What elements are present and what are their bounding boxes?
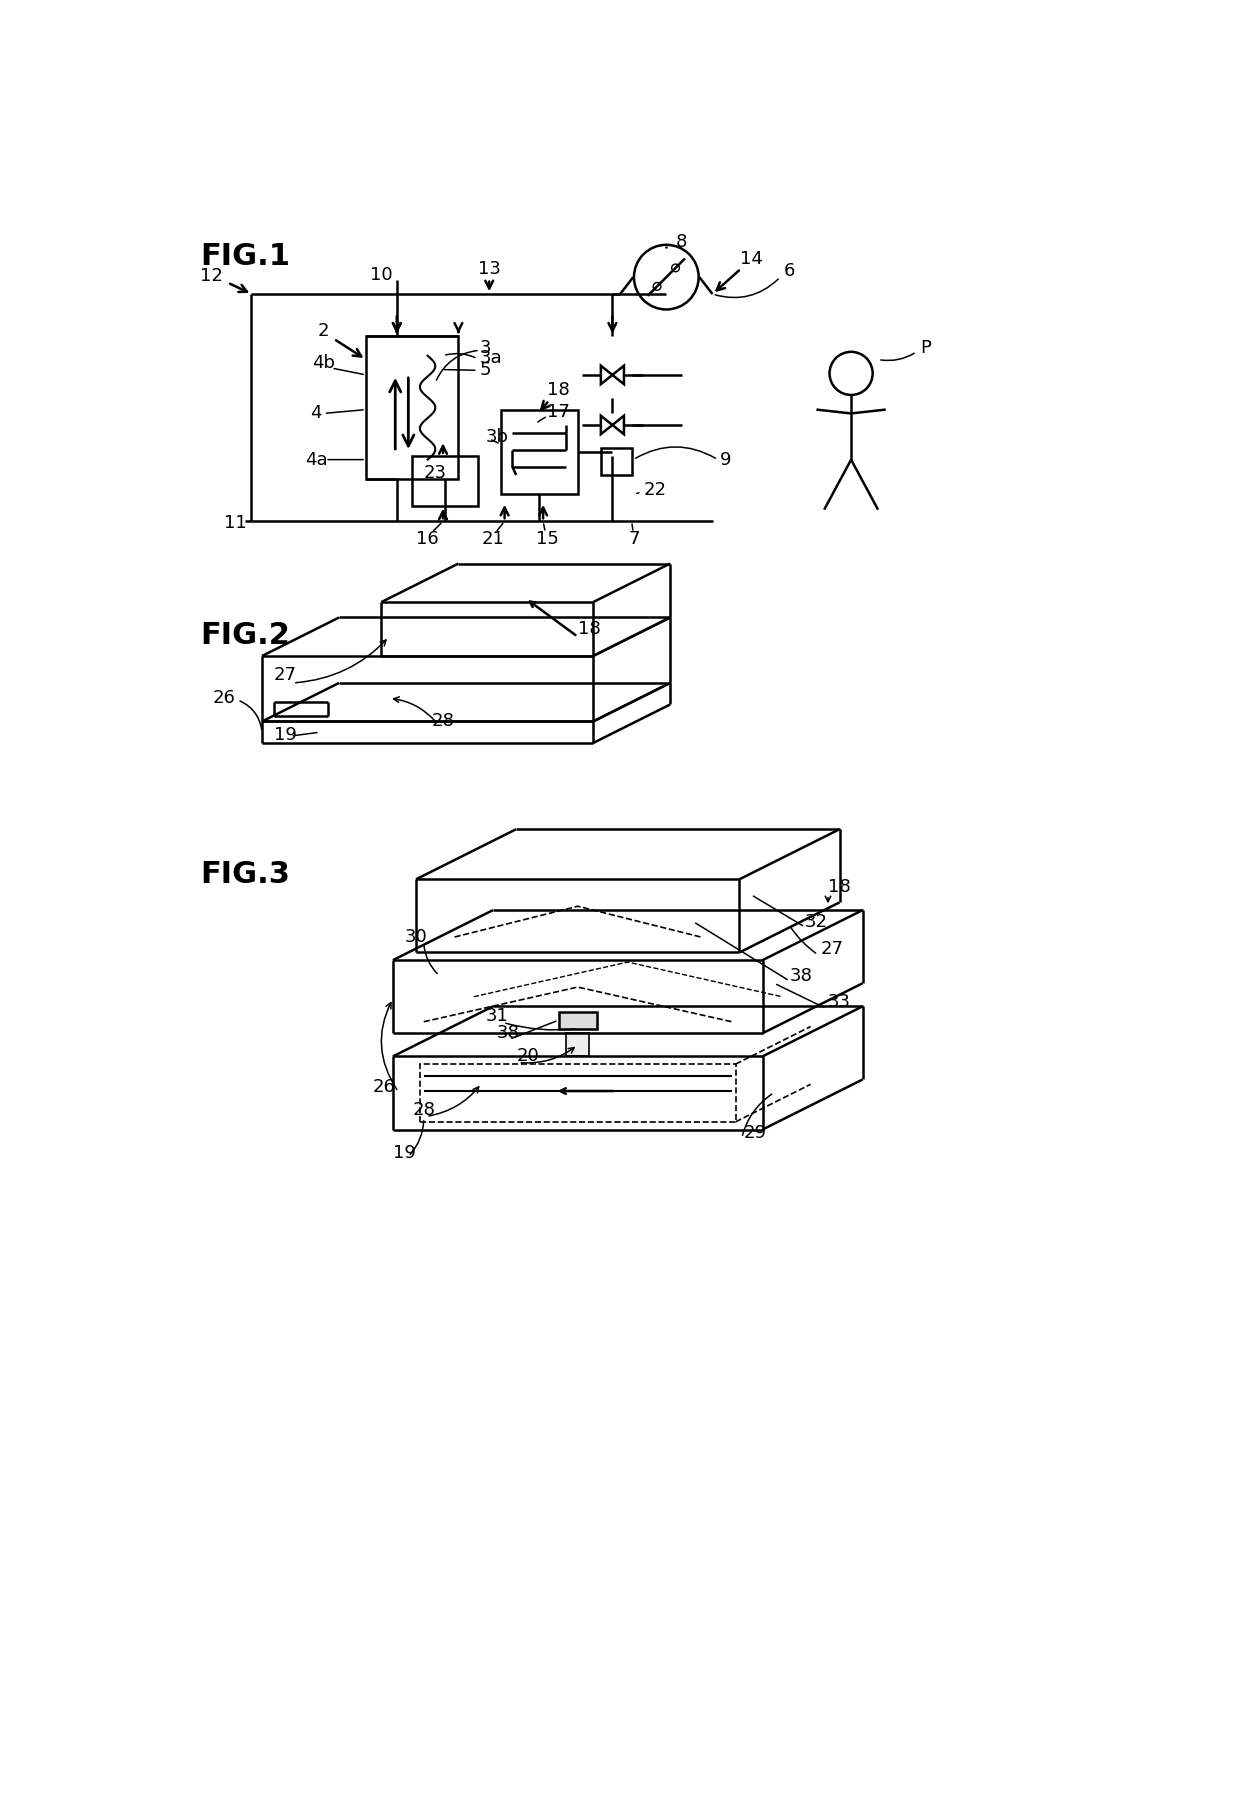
Text: 14: 14 [739,250,763,268]
Text: 30: 30 [404,928,428,946]
Text: P: P [920,338,931,356]
Text: 3b: 3b [485,427,508,445]
Text: 3: 3 [480,338,491,356]
Text: 28: 28 [413,1102,435,1120]
Text: 22: 22 [644,481,666,499]
Text: 31: 31 [486,1008,508,1026]
Text: 27: 27 [274,666,296,684]
Text: 17: 17 [547,403,570,421]
Text: 11: 11 [223,514,247,532]
Text: 16: 16 [417,530,439,548]
Text: 33: 33 [828,993,851,1011]
Text: 27: 27 [821,939,843,957]
Bar [412,456,477,507]
Text: FIG.1: FIG.1 [201,242,290,271]
Text: 2: 2 [317,322,330,340]
Text: 28: 28 [432,713,454,731]
Text: 15: 15 [536,530,558,548]
Bar [366,336,459,479]
Circle shape [634,244,698,309]
Text: 18: 18 [828,877,851,895]
Text: 18: 18 [578,620,600,639]
Text: 13: 13 [477,260,501,279]
Bar [558,1011,596,1029]
Text: 29: 29 [743,1125,766,1141]
Text: FIG.2: FIG.2 [201,620,290,649]
Text: 32: 32 [805,912,828,930]
Text: 9: 9 [720,450,732,469]
Text: 20: 20 [516,1047,539,1066]
Bar [601,449,631,476]
Text: 4: 4 [310,405,321,423]
Text: 19: 19 [393,1143,415,1161]
Circle shape [830,351,873,394]
Text: 4a: 4a [305,450,327,469]
Text: 26: 26 [372,1078,396,1096]
Text: 19: 19 [274,725,296,743]
Bar [567,1033,589,1056]
Text: 4b: 4b [312,355,335,373]
Text: 18: 18 [547,382,569,400]
Text: 38: 38 [497,1024,520,1042]
Text: 23: 23 [424,465,446,483]
Text: 8: 8 [676,233,687,251]
Text: 21: 21 [481,530,505,548]
Text: 7: 7 [629,530,640,548]
Text: 38: 38 [790,966,812,984]
Text: 12: 12 [201,268,223,286]
Text: 6: 6 [784,262,795,280]
Text: 5: 5 [480,360,491,378]
Text: 10: 10 [370,266,393,284]
Bar [420,1064,735,1122]
Text: 26: 26 [212,689,236,707]
Text: 3a: 3a [480,349,502,367]
Text: FIG.3: FIG.3 [201,859,290,888]
Bar [501,409,578,494]
